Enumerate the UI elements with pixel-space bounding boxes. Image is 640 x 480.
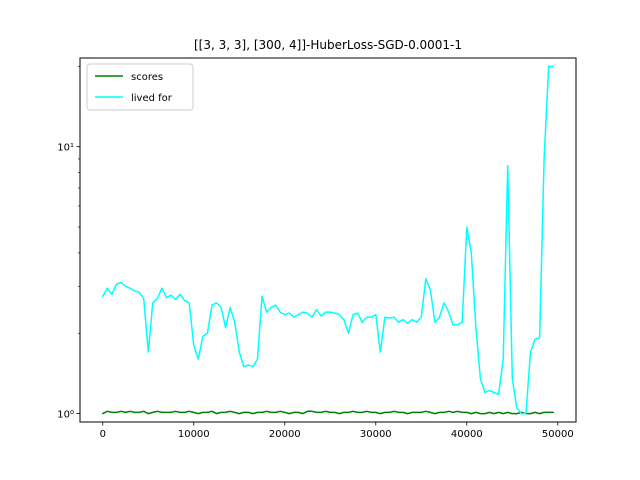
y-tick-label: 10⁰ bbox=[57, 410, 74, 421]
x-tick-label: 20000 bbox=[269, 429, 301, 440]
y-axis: 10⁰ 10¹ bbox=[57, 66, 80, 421]
y-tick-label: 10¹ bbox=[57, 143, 74, 154]
legend-label: scores bbox=[131, 72, 163, 83]
plot-area bbox=[79, 57, 577, 423]
x-tick-label: 10000 bbox=[178, 429, 210, 440]
series-line-lived-for bbox=[102, 65, 554, 415]
plot-frame bbox=[79, 57, 577, 423]
x-tick-label: 30000 bbox=[360, 429, 392, 440]
x-tick-label: 40000 bbox=[451, 429, 483, 440]
series-line-scores bbox=[102, 410, 554, 415]
legend-label: lived for bbox=[131, 93, 173, 104]
x-tick-label: 0 bbox=[100, 429, 106, 440]
x-axis: 0 10000 20000 30000 40000 50000 bbox=[100, 422, 574, 440]
x-tick-label: 50000 bbox=[542, 429, 574, 440]
legend: scores lived for bbox=[86, 63, 194, 111]
chart-title: [[3, 3, 3], [300, 4]]-HuberLoss-SGD-0.00… bbox=[194, 38, 462, 52]
